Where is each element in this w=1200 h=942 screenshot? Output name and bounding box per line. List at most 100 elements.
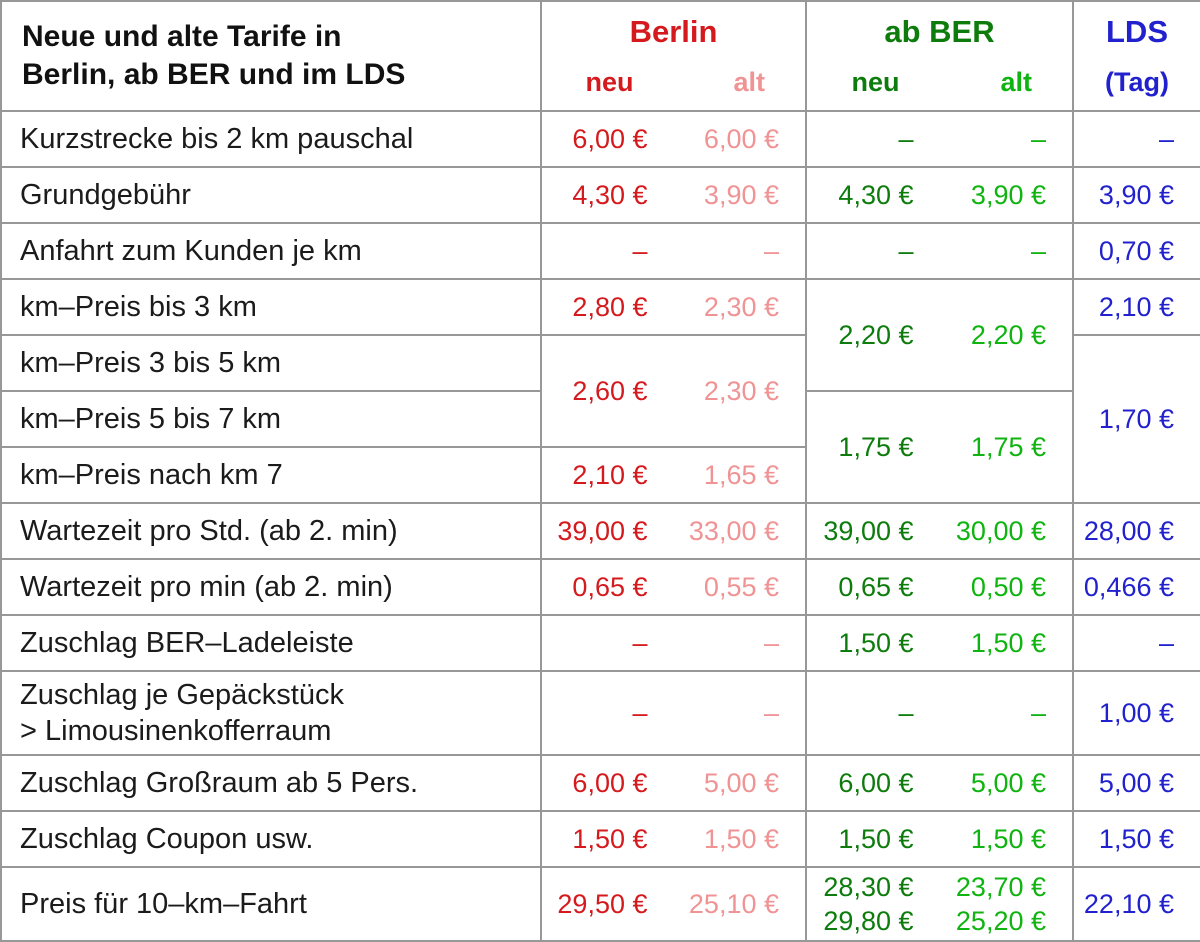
row-label: Zuschlag Coupon usw. (0, 810, 542, 868)
berlin-alt-value: 2,30 € (703, 376, 779, 406)
berlin-neu-value: 39,00 € (557, 516, 648, 546)
berlin-neu-value: 6,00 € (572, 768, 648, 798)
table-row: Zuschlag BER–Ladeleiste – – 1,50 €1,50 € … (0, 614, 1200, 672)
berlin-neu-value: – (632, 698, 648, 728)
row-label: Zuschlag BER–Ladeleiste (0, 614, 542, 672)
ber-values-cell-merged: 2,20 € 2,20 € (805, 278, 1074, 392)
berlin-group-label: Berlin (629, 14, 718, 49)
ber-alt-value: – (1030, 124, 1046, 154)
table-body: Kurzstrecke bis 2 km pauschal 6,00 €6,00… (0, 110, 1200, 942)
berlin-values-cell: – – (540, 222, 807, 280)
table-row: Wartezeit pro Std. (ab 2. min) 39,00 € 33… (0, 502, 1200, 560)
berlin-neu-value: – (632, 628, 648, 658)
ber-alt-value: 23,70 € 25,20 € (955, 872, 1046, 936)
ber-alt-value: 3,90 € (970, 180, 1046, 210)
ber-values-cell: 1,50 € 1,50 € (805, 614, 1074, 672)
ber-alt-value: 2,20 € (970, 320, 1046, 350)
berlin-neu-value: 6,00 € (572, 124, 648, 154)
berlin-values-cell: 1,50 € 1,50 € (540, 810, 807, 868)
lds-value: – (1072, 614, 1200, 672)
row-label: Anfahrt zum Kunden je km (0, 222, 542, 280)
ber-values-cell-merged: 1,75 € 1,75 € (805, 390, 1074, 504)
row-label: km–Preis bis 3 km (0, 278, 542, 336)
table-row: km–Preis 5 bis 7 km 1,75 € 1,75 € (0, 390, 1200, 504)
table-header: Neue und alte Tarife in Berlin, ab BER u… (0, 0, 1200, 112)
berlin-alt-value: – (763, 698, 779, 728)
table-row: Kurzstrecke bis 2 km pauschal 6,00 €6,00… (0, 110, 1200, 168)
table-row: Anfahrt zum Kunden je km – – – – 0,70 € (0, 222, 1200, 280)
lds-value: 5,00 € (1072, 754, 1200, 812)
berlin-values-cell-merged: 2,60 € 2,30 € (540, 334, 807, 448)
lds-value: – (1072, 110, 1200, 168)
ber-values-cell: – – (805, 222, 1074, 280)
berlin-alt-subheader: alt (733, 67, 765, 97)
row-label: Zuschlag je Gepäckstück > Limousinenkoff… (0, 670, 542, 756)
ber-values-cell: – – (805, 110, 1074, 168)
row-label: Kurzstrecke bis 2 km pauschal (0, 110, 542, 168)
berlin-alt-value: 33,00 € (688, 516, 779, 546)
berlin-alt-value: – (763, 628, 779, 658)
ber-alt-value: – (1030, 698, 1046, 728)
ber-neu-value: 6,00 € (838, 768, 914, 798)
ber-values-cell: 0,65 € 0,50 € (805, 558, 1074, 616)
table-row: km–Preis bis 3 km 2,80 €2,30 € 2,20 €2,2… (0, 278, 1200, 392)
table-row: km–Preis 3 bis 5 km 2,60 € 2,30 € 1,70 € (0, 334, 1200, 504)
ber-neu-value: – (898, 236, 914, 266)
ber-neu-value: 2,20 € (838, 320, 914, 350)
lds-value: 0,70 € (1072, 222, 1200, 280)
berlin-alt-value: 25,10 € (688, 889, 779, 919)
berlin-alt-value: 5,00 € (703, 768, 779, 798)
ber-neu-value: 1,75 € (838, 432, 914, 462)
ber-alt-value: 1,75 € (970, 432, 1046, 462)
berlin-values-cell: 2,10 € 1,65 € (540, 446, 807, 504)
ber-alt-value: 1,50 € (970, 824, 1046, 854)
ber-group-header: ab BER neu alt (805, 0, 1074, 112)
row-label: Wartezeit pro min (ab 2. min) (0, 558, 542, 616)
berlin-neu-value: 1,50 € (572, 824, 648, 854)
row-label: km–Preis 3 bis 5 km (0, 334, 542, 392)
berlin-neu-value: – (632, 236, 648, 266)
lds-value: 0,466 € (1072, 558, 1200, 616)
table-row: Wartezeit pro min (ab 2. min) 0,65 € 0,55… (0, 558, 1200, 616)
lds-value: 1,00 € (1072, 670, 1200, 756)
berlin-values-cell: 2,80 € 2,30 € (540, 278, 807, 336)
berlin-group-header: Berlin neu alt (540, 0, 807, 112)
berlin-alt-value: 2,30 € (703, 292, 779, 322)
ber-values-cell: 28,30 € 29,80 € 23,70 € 25,20 € (805, 866, 1074, 942)
berlin-values-cell: 4,30 € 3,90 € (540, 166, 807, 224)
berlin-neu-value: 4,30 € (572, 180, 648, 210)
lds-subheader: (Tag) (1105, 67, 1169, 97)
berlin-alt-value: 1,50 € (703, 824, 779, 854)
berlin-values-cell: 39,00 € 33,00 € (540, 502, 807, 560)
row-label: Grundgebühr (0, 166, 542, 224)
ber-values-cell: – – (805, 670, 1074, 756)
berlin-neu-subheader: neu (585, 67, 634, 97)
ber-neu-value: 1,50 € (838, 628, 914, 658)
berlin-values-cell: 6,00 € 6,00 € (540, 110, 807, 168)
ber-neu-value: 28,30 € 29,80 € (823, 872, 914, 936)
berlin-values-cell: 29,50 € 25,10 € (540, 866, 807, 942)
ber-neu-subheader: neu (851, 67, 900, 97)
lds-value-merged: 1,70 € (1072, 334, 1200, 504)
ber-alt-value: 0,50 € (970, 572, 1046, 602)
ber-neu-value: 1,50 € (838, 824, 914, 854)
row-label: Preis für 10–km–Fahrt (0, 866, 542, 942)
ber-neu-value: – (898, 698, 914, 728)
table-row: km–Preis nach km 7 2,10 € 1,65 € (0, 446, 1200, 504)
row-label: Zuschlag Großraum ab 5 Pers. (0, 754, 542, 812)
berlin-values-cell: – – (540, 614, 807, 672)
ber-alt-value: 30,00 € (955, 516, 1046, 546)
ber-neu-value: 39,00 € (823, 516, 914, 546)
row-label: Wartezeit pro Std. (ab 2. min) (0, 502, 542, 560)
ber-values-cell: 4,30 € 3,90 € (805, 166, 1074, 224)
ber-values-cell: 1,50 € 1,50 € (805, 810, 1074, 868)
table-row: Zuschlag Großraum ab 5 Pers. 6,00 € 5,00 … (0, 754, 1200, 812)
ber-group-label: ab BER (884, 14, 995, 49)
ber-alt-value: 1,50 € (970, 628, 1046, 658)
berlin-neu-value: 0,65 € (572, 572, 648, 602)
ber-neu-value: 4,30 € (838, 180, 914, 210)
table-row: Zuschlag je Gepäckstück > Limousinenkoff… (0, 670, 1200, 756)
lds-value: 3,90 € (1072, 166, 1200, 224)
berlin-alt-value: 1,65 € (703, 460, 779, 490)
